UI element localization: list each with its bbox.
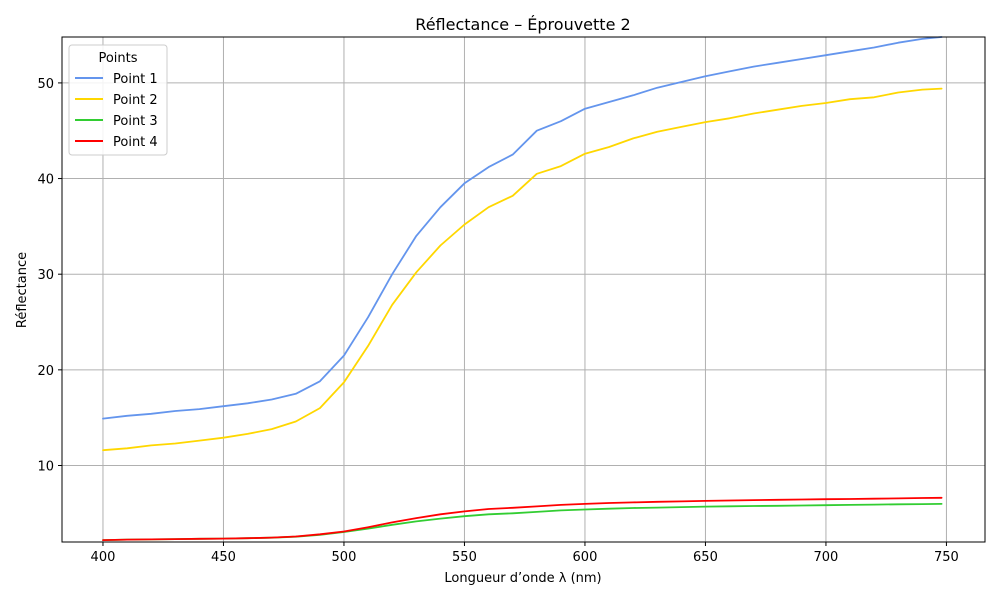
grid-lines: [62, 37, 985, 542]
legend-title: Points: [98, 51, 137, 66]
series-lines: [102, 36, 943, 541]
y-tick-label: 50: [37, 77, 54, 92]
x-tick-label: 750: [934, 550, 959, 565]
legend-items: Point 1 Point 2 Point 3 Point 4: [75, 72, 158, 150]
y-axis-title: Réflectance: [15, 252, 30, 328]
legend-box: [68, 44, 168, 156]
x-tick-label: 400: [91, 550, 116, 565]
x-tick-label: 500: [332, 550, 357, 565]
series-line-point-4: [102, 496, 943, 541]
y-tick-label: 20: [37, 364, 54, 379]
x-tick-label: 600: [573, 550, 598, 565]
y-tick-label: 30: [37, 268, 54, 283]
x-tick-label: 650: [693, 550, 718, 565]
legend-label-point-3: Point 3: [113, 114, 158, 129]
series-line-point-2: [102, 87, 943, 452]
legend-label-point-2: Point 2: [113, 93, 158, 108]
chart-title: Réflectance – Éprouvette 2: [415, 15, 630, 34]
plot-frame: [61, 36, 986, 543]
x-tick-label: 450: [211, 550, 236, 565]
x-tick-label: 700: [814, 550, 839, 565]
series-line-point-1: [102, 36, 943, 420]
y-tick-label: 10: [37, 459, 54, 474]
x-axis: 400 450 500 550 600 650 700 750: [91, 542, 959, 565]
x-tick-label: 550: [452, 550, 477, 565]
legend-label-point-4: Point 4: [113, 135, 158, 150]
y-tick-label: 40: [37, 173, 54, 188]
x-axis-title: Longueur d’onde λ (nm): [444, 571, 601, 586]
plot-background: [62, 37, 985, 542]
legend-label-point-1: Point 1: [113, 72, 158, 87]
y-axis: 10 20 30 40 50: [37, 77, 62, 474]
legend: Points Point 1 Point 2 Point 3 Point 4: [68, 44, 168, 156]
